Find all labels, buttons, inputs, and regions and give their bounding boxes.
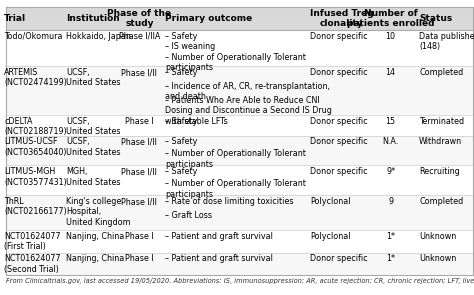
Text: Terminated: Terminated <box>419 117 464 126</box>
Text: Todo/Okomura: Todo/Okomura <box>4 32 63 41</box>
Text: – Safety: – Safety <box>165 137 198 146</box>
Text: LITMUS-MGH
(NCT03577431): LITMUS-MGH (NCT03577431) <box>4 167 67 187</box>
Bar <box>6 7 473 30</box>
Bar <box>6 195 473 230</box>
Text: Donor specific: Donor specific <box>310 137 368 146</box>
Text: – Incidence of AR, CR, re-transplantation,
and death: – Incidence of AR, CR, re-transplantatio… <box>165 82 330 101</box>
Text: Completed: Completed <box>419 197 463 206</box>
Text: Number of
patients enrolled: Number of patients enrolled <box>347 9 434 28</box>
Text: 14: 14 <box>385 68 396 77</box>
Text: – Patients Who Are Able to Reduce CNI
Dosing and Discontinue a Second IS Drug
wi: – Patients Who Are Able to Reduce CNI Do… <box>165 96 332 126</box>
Text: Nanjing, China: Nanjing, China <box>66 232 124 241</box>
Text: ARTEMIS
(NCT02474199): ARTEMIS (NCT02474199) <box>4 68 67 88</box>
Text: Status: Status <box>419 14 452 23</box>
Text: Completed: Completed <box>419 68 463 77</box>
Text: 1*: 1* <box>386 232 395 241</box>
Text: 9*: 9* <box>386 167 395 176</box>
Text: – Number of Operationally Tolerant
participants: – Number of Operationally Tolerant parti… <box>165 149 306 169</box>
Text: Withdrawn: Withdrawn <box>419 137 462 146</box>
Bar <box>6 165 473 195</box>
Text: 15: 15 <box>385 117 396 126</box>
Text: N.A.: N.A. <box>383 137 399 146</box>
Text: – IS weaning: – IS weaning <box>165 42 216 51</box>
Text: Phase I: Phase I <box>125 117 154 126</box>
Text: UCSF,
United States: UCSF, United States <box>66 68 120 88</box>
Text: – Graft Loss: – Graft Loss <box>165 211 212 220</box>
Text: Polyclonal: Polyclonal <box>310 197 350 206</box>
Text: Recruiting: Recruiting <box>419 167 460 176</box>
Text: Phase of the
study: Phase of the study <box>107 9 172 28</box>
Text: – Safety: – Safety <box>165 68 198 77</box>
Text: Primary outcome: Primary outcome <box>165 14 253 23</box>
Text: cDELTA
(NCT02188719): cDELTA (NCT02188719) <box>4 117 67 136</box>
Text: – Number of Operationally Tolerant
participants: – Number of Operationally Tolerant parti… <box>165 53 306 72</box>
Text: UCSF,
United States: UCSF, United States <box>66 117 120 136</box>
Text: – Safety: – Safety <box>165 117 198 126</box>
Text: ThRL
(NCT02166177): ThRL (NCT02166177) <box>4 197 67 217</box>
Bar <box>6 135 473 165</box>
Text: Hokkaido, Japan: Hokkaido, Japan <box>66 32 131 41</box>
Bar <box>6 253 473 275</box>
Text: Polyclonal: Polyclonal <box>310 232 350 241</box>
Text: Institution: Institution <box>66 14 119 23</box>
Text: UCSF,
United States: UCSF, United States <box>66 137 120 157</box>
Text: Nanjing, China: Nanjing, China <box>66 254 124 263</box>
Bar <box>6 115 473 135</box>
Text: – Number of Operationally Tolerant
participants: – Number of Operationally Tolerant parti… <box>165 179 306 199</box>
Text: Phase I/II: Phase I/II <box>121 197 157 206</box>
Text: Phase I/II: Phase I/II <box>121 167 157 176</box>
Text: Unknown: Unknown <box>419 232 456 241</box>
Text: King's college
Hospital,
United Kingdom: King's college Hospital, United Kingdom <box>66 197 130 227</box>
Text: – Patient and graft survival: – Patient and graft survival <box>165 232 273 241</box>
Text: Donor specific: Donor specific <box>310 68 368 77</box>
Bar <box>6 30 473 66</box>
Text: Infused Treg
clonality: Infused Treg clonality <box>310 9 374 28</box>
Text: – Patient and graft survival: – Patient and graft survival <box>165 254 273 263</box>
Text: Phase I/IIA: Phase I/IIA <box>118 32 160 41</box>
Text: Data published
(148): Data published (148) <box>419 32 474 51</box>
Text: NCT01624077
(First Trial): NCT01624077 (First Trial) <box>4 232 61 251</box>
Text: LITMUS-UCSF
(NCT03654040): LITMUS-UCSF (NCT03654040) <box>4 137 67 157</box>
Text: Phase I/II: Phase I/II <box>121 68 157 77</box>
Text: 9: 9 <box>388 197 393 206</box>
Bar <box>6 230 473 253</box>
Text: Phase I: Phase I <box>125 232 154 241</box>
Text: 1*: 1* <box>386 254 395 263</box>
Text: Trial: Trial <box>4 14 27 23</box>
Text: – Safety: – Safety <box>165 167 198 176</box>
Text: Phase I: Phase I <box>125 254 154 263</box>
Text: Donor specific: Donor specific <box>310 167 368 176</box>
Text: Donor specific: Donor specific <box>310 254 368 263</box>
Text: Unknown: Unknown <box>419 254 456 263</box>
Text: MGH,
United States: MGH, United States <box>66 167 120 187</box>
Text: 10: 10 <box>385 32 396 41</box>
Text: Donor specific: Donor specific <box>310 117 368 126</box>
Text: From Clinicaltrials.gov, last accessed 19/05/2020. Abbreviations: IS, immunosupp: From Clinicaltrials.gov, last accessed 1… <box>6 278 474 284</box>
Text: Phase I/II: Phase I/II <box>121 137 157 146</box>
Text: – Safety: – Safety <box>165 32 198 41</box>
Text: – Rate of dose limiting toxicities: – Rate of dose limiting toxicities <box>165 197 294 206</box>
Text: NCT01624077
(Second Trial): NCT01624077 (Second Trial) <box>4 254 61 274</box>
Text: Donor specific: Donor specific <box>310 32 368 41</box>
Bar <box>6 66 473 115</box>
